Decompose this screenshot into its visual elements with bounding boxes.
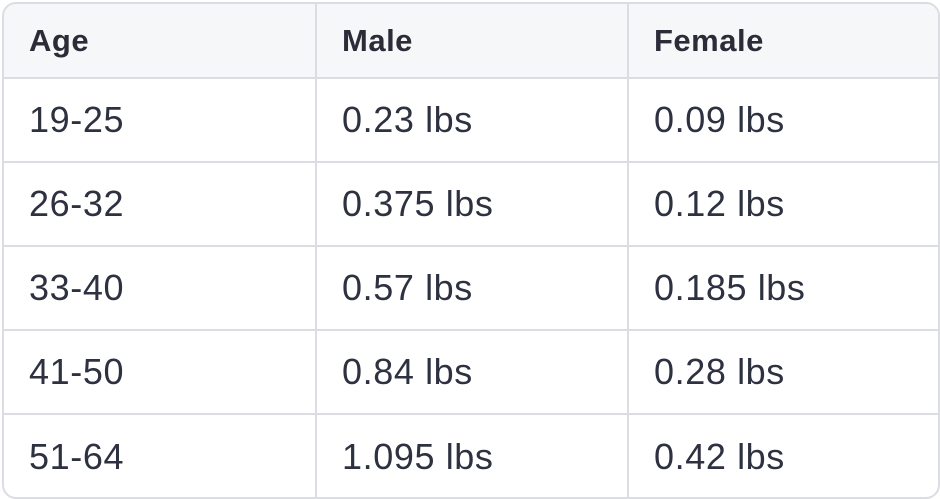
table-row: 26-32 0.375 lbs 0.12 lbs <box>4 162 938 247</box>
age-cell: 33-40 <box>4 246 317 331</box>
female-cell: 0.12 lbs <box>628 162 938 247</box>
table-row: 33-40 0.57 lbs 0.185 lbs <box>4 246 938 331</box>
male-cell: 0.375 lbs <box>316 162 629 247</box>
age-cell: 51-64 <box>4 414 317 497</box>
male-cell: 0.57 lbs <box>316 246 629 331</box>
age-cell: 19-25 <box>4 78 317 163</box>
table-body: 19-25 0.23 lbs 0.09 lbs 26-32 0.375 lbs … <box>4 78 938 497</box>
female-cell: 0.185 lbs <box>628 246 938 331</box>
female-cell: 0.42 lbs <box>654 435 785 477</box>
male-cell: 1.095 lbs <box>316 414 629 497</box>
table-header: Age Male Female <box>4 4 938 79</box>
column-header-female: Female <box>628 4 938 79</box>
male-cell: 0.23 lbs <box>316 78 629 163</box>
age-weight-table: Age Male Female 19-25 0.23 lbs 0.09 lbs … <box>4 4 938 497</box>
age-cell: 26-32 <box>4 162 317 247</box>
age-cell: 41-50 <box>4 330 317 415</box>
female-cell: 0.09 lbs <box>628 78 938 163</box>
table-row: 41-50 0.84 lbs 0.28 lbs <box>4 330 938 415</box>
header-row: Age Male Female <box>4 4 938 79</box>
column-header-male: Male <box>316 4 629 79</box>
male-cell: 0.84 lbs <box>316 330 629 415</box>
table-row: 51-64 1.095 lbs 0.42 lbs <box>4 414 938 497</box>
female-cell: 0.28 lbs <box>628 330 938 415</box>
column-header-age: Age <box>4 4 317 79</box>
table-row: 19-25 0.23 lbs 0.09 lbs <box>4 78 938 163</box>
